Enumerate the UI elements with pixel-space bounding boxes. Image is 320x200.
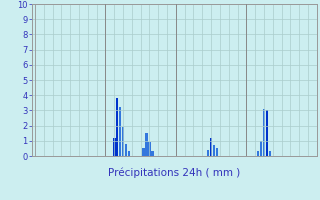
Bar — [142, 148, 145, 156]
Bar — [266, 110, 268, 156]
Bar — [207, 150, 210, 156]
Bar — [263, 109, 265, 156]
Bar — [268, 151, 271, 156]
X-axis label: Précipitations 24h ( mm ): Précipitations 24h ( mm ) — [108, 167, 241, 178]
Bar — [213, 145, 215, 156]
Bar — [210, 138, 212, 156]
Bar — [148, 142, 151, 156]
Bar — [257, 151, 260, 156]
Bar — [124, 144, 127, 156]
Bar — [116, 98, 118, 156]
Bar — [151, 151, 154, 156]
Bar — [145, 133, 148, 156]
Bar — [119, 107, 121, 156]
Bar — [216, 148, 218, 156]
Bar — [260, 141, 262, 156]
Bar — [122, 127, 124, 156]
Bar — [113, 138, 116, 156]
Bar — [128, 151, 130, 156]
